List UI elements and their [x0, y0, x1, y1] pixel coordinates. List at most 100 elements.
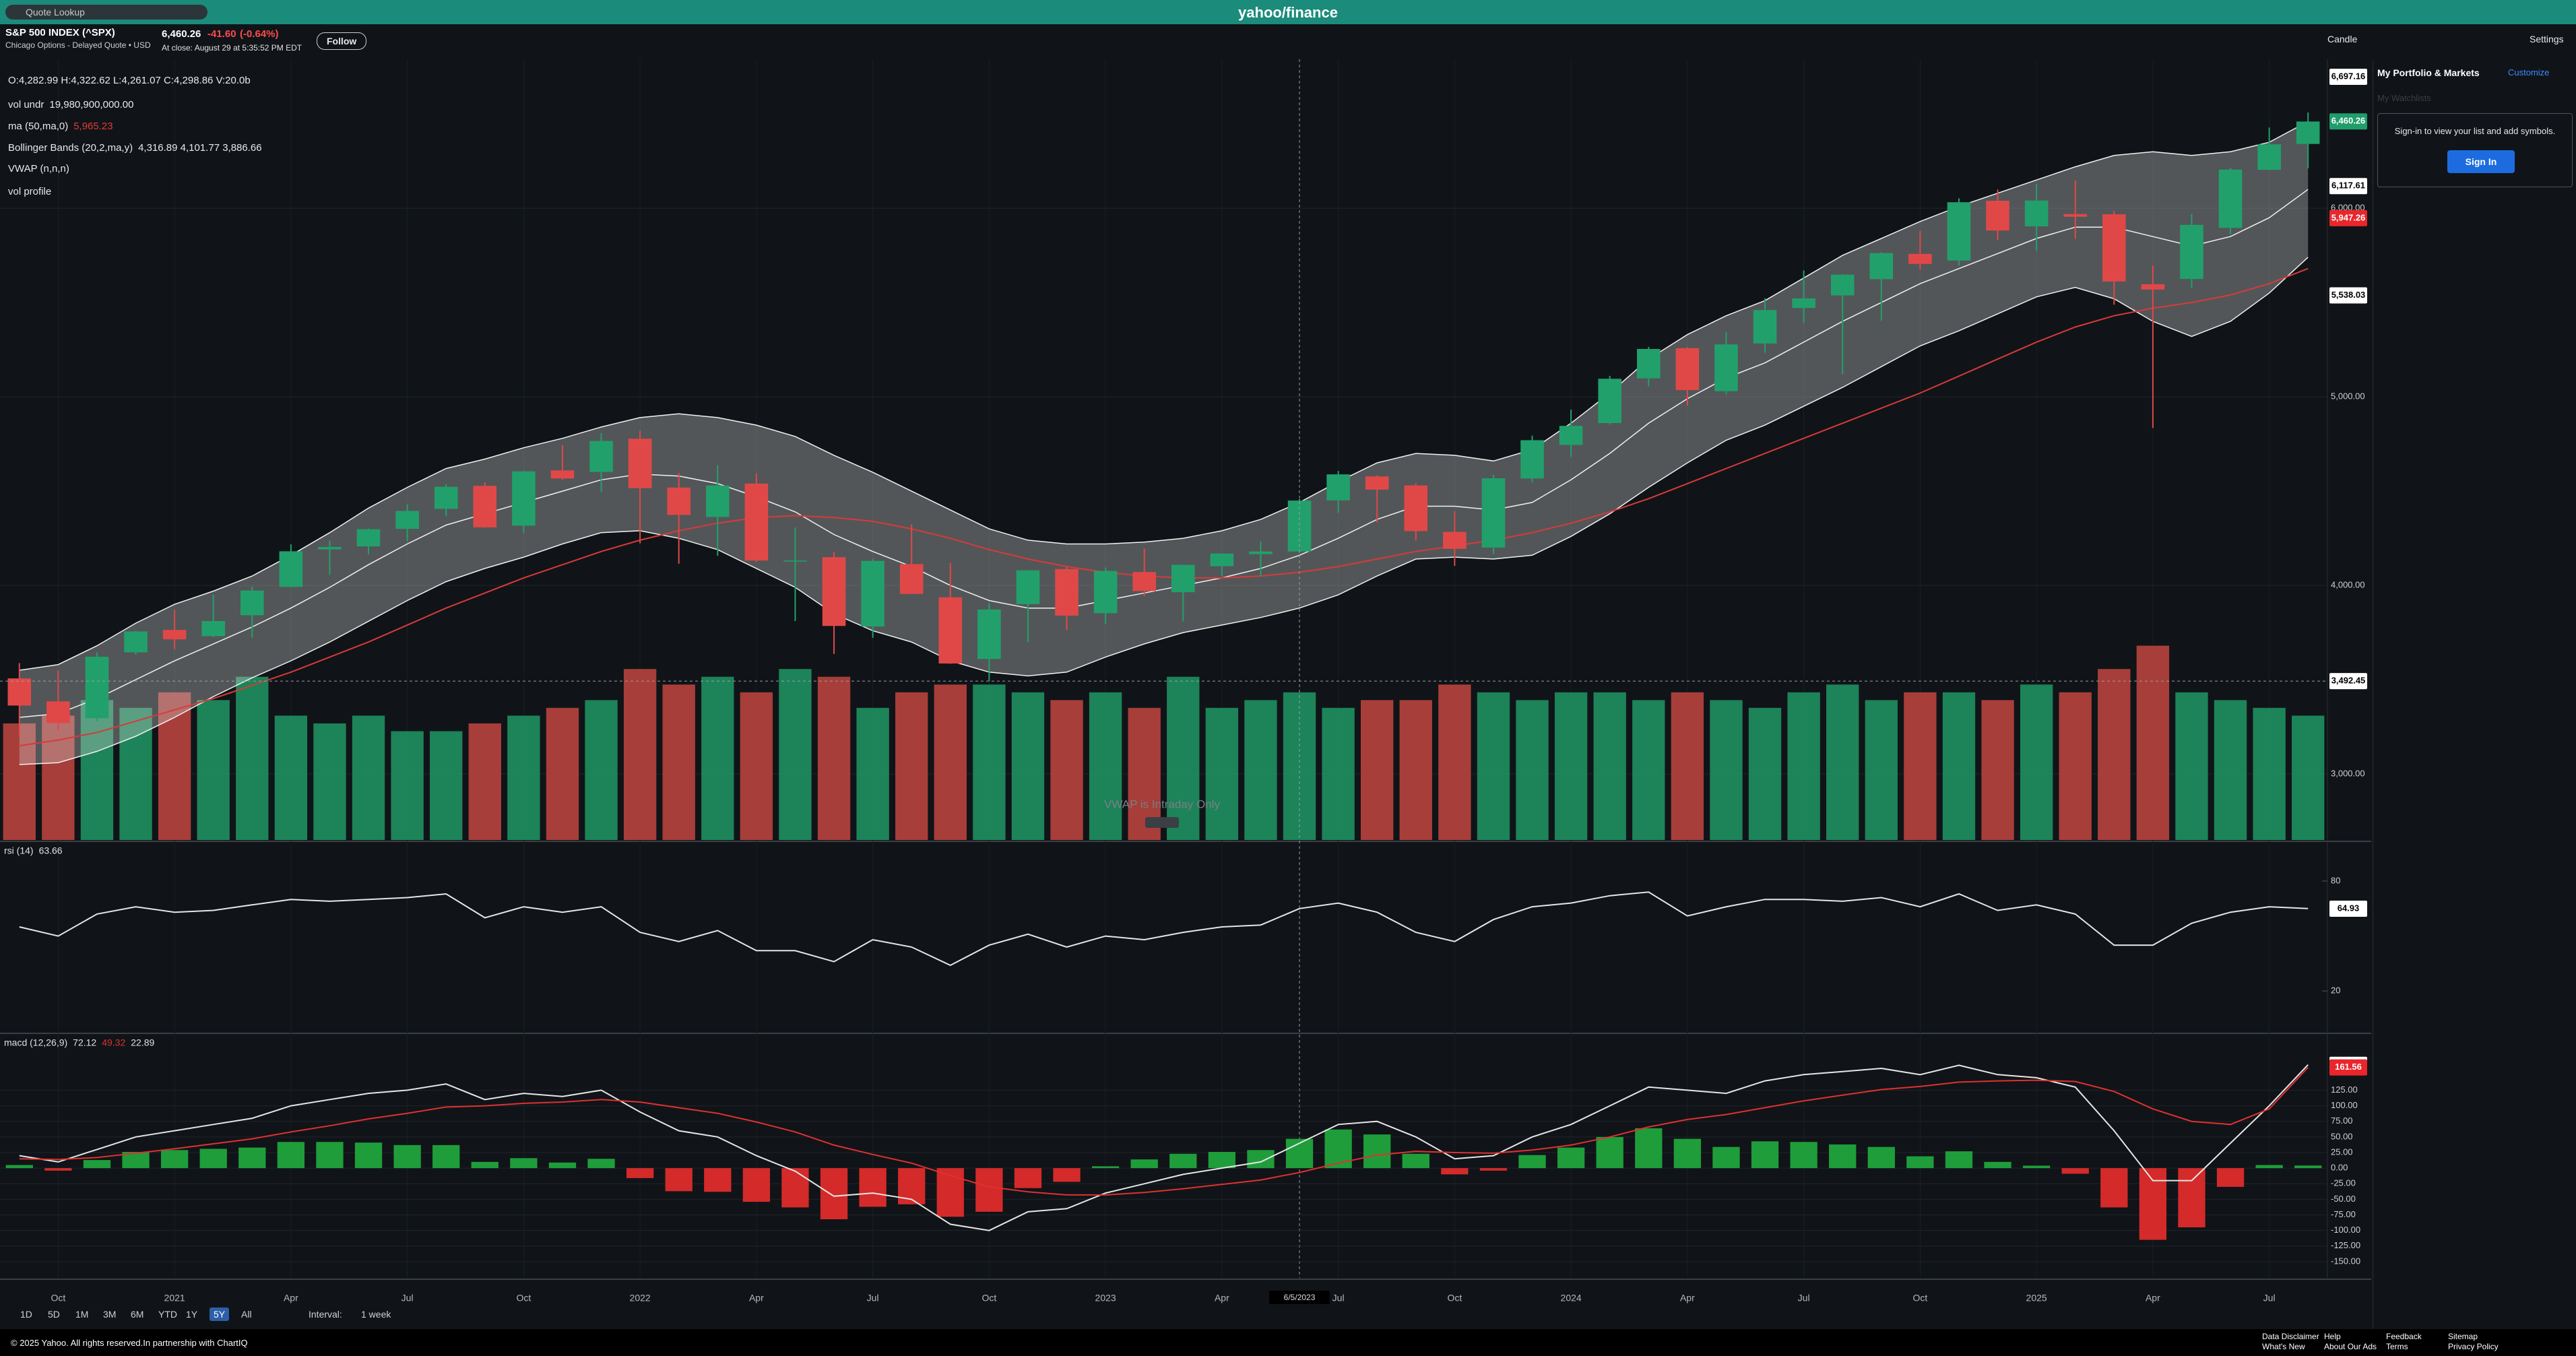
volume-bar [1942, 692, 1976, 840]
y-tick-label: 5,000.00 [2331, 391, 2365, 401]
range-button[interactable]: 1D [20, 1309, 32, 1320]
range-button[interactable]: 3M [103, 1309, 117, 1320]
macd-histogram-bar [471, 1161, 498, 1169]
x-tick-label: Jul [401, 1293, 414, 1303]
macd-histogram-bar [1247, 1150, 1275, 1169]
volume-bar [1477, 692, 1510, 840]
macd-histogram-bar [1906, 1156, 1934, 1169]
panel-readout: 63.66 [39, 845, 63, 856]
macd-histogram-bar [781, 1168, 809, 1208]
candle-body [977, 609, 1001, 659]
candle-body [395, 511, 419, 529]
volume-bar [1671, 692, 1704, 840]
candle-body [46, 701, 70, 723]
candle-body [783, 560, 807, 562]
sign-in-button[interactable]: Sign In [2447, 150, 2515, 173]
footer-link[interactable]: Sitemap [2448, 1332, 2478, 1341]
chart-type[interactable]: Candle [2327, 34, 2358, 44]
macd-histogram-bar [510, 1158, 538, 1169]
range-button[interactable]: 1M [75, 1309, 89, 1320]
candle-body [1326, 474, 1350, 501]
customize-link[interactable]: Customize [2508, 67, 2550, 77]
volume-bar [1865, 700, 1898, 840]
legend-name: Bollinger Bands (20,2,ma,y) [8, 142, 133, 154]
range-button[interactable]: 5Y [210, 1307, 230, 1321]
sign-in-message: Sign-in to view your list and add symbol… [2394, 126, 2556, 136]
candle-body [7, 678, 32, 706]
candle-body [1055, 569, 1078, 616]
range-button[interactable]: All [241, 1309, 252, 1320]
legend-name: ma (50,ma,0) [8, 121, 68, 132]
candle-body [706, 485, 730, 517]
macd-histogram-bar [2100, 1168, 2128, 1208]
candle-body [1404, 485, 1428, 531]
macd-histogram-bar [1402, 1153, 1429, 1169]
candle-body [240, 590, 264, 616]
price-marker-label: 5,538.03 [2331, 290, 2366, 300]
candle-body [550, 470, 575, 479]
macd-histogram-bar [1635, 1128, 1663, 1169]
price-marker-label: 161.56 [2335, 1062, 2362, 1072]
footer: © 2025 Yahoo. All rights reserved.In par… [0, 1329, 2576, 1356]
macd-histogram-bar [859, 1168, 887, 1207]
quote-subtitle: Chicago Options - Delayed Quote • USD [5, 40, 151, 50]
footer-link[interactable]: Feedback [2386, 1332, 2422, 1341]
range-button[interactable]: 5D [48, 1309, 60, 1320]
price-marker [2329, 1059, 2367, 1076]
interval-select[interactable]: 1 week [361, 1309, 391, 1320]
volume-bar [2214, 700, 2247, 840]
footer-link[interactable]: Terms [2386, 1342, 2408, 1351]
y-tick-label: 4,000.00 [2331, 580, 2365, 590]
x-tick-label: Apr [749, 1293, 764, 1303]
range-button[interactable]: 6M [131, 1309, 144, 1320]
candle-body [1132, 572, 1156, 591]
panel-readout: 22.89 [131, 1037, 154, 1048]
footer-link[interactable]: Privacy Policy [2448, 1342, 2499, 1351]
macd-histogram-bar [1014, 1168, 1042, 1188]
volume-bar [2292, 715, 2325, 840]
y-tick-label: 75.00 [2331, 1116, 2353, 1126]
sign-in-box: Sign-in to view your list and add symbol… [2377, 113, 2573, 187]
watchlists: My Watchlists [2377, 93, 2431, 103]
volume-bar [468, 723, 501, 840]
follow-button[interactable]: Follow [317, 32, 367, 50]
footer-link[interactable]: Help [2324, 1332, 2341, 1341]
footer-link[interactable]: Data Disclaimer [2262, 1332, 2319, 1341]
macd-histogram-bar [432, 1144, 460, 1169]
footer-link[interactable]: About Our Ads [2324, 1342, 2377, 1351]
volume-bar [1710, 700, 1743, 840]
volume-bar [1361, 700, 1394, 840]
macd-histogram-bar [1673, 1138, 1702, 1169]
candle-body [1869, 253, 1894, 280]
panel-readout: macd (12,26,9) [4, 1037, 67, 1048]
candle-body [1908, 253, 1932, 264]
range-controls: 1D 5D 1M 3M 6M YTD 1Y 5Y All Interval: 1 week [0, 1305, 2371, 1323]
candle-body [2102, 214, 2126, 282]
candle-body [512, 471, 536, 526]
volume-bar [1904, 692, 1937, 840]
quote-lookup[interactable]: Quote Lookup [5, 5, 207, 20]
vwap-toggle[interactable] [1145, 817, 1179, 828]
logo[interactable]: yahoo/finance [1238, 4, 1338, 21]
candle-body [1443, 531, 1467, 549]
range-button[interactable]: YTD [158, 1309, 177, 1320]
volume-bar [3, 723, 36, 840]
range-button[interactable]: 1Y [186, 1309, 198, 1320]
y-tick-label: 80 [2331, 875, 2340, 885]
volume-bar [1554, 692, 1588, 840]
macd-histogram-bar [1441, 1168, 1469, 1175]
rsi-line [19, 891, 2309, 967]
macd-histogram-bar [1324, 1129, 1352, 1169]
volume-bar [1322, 707, 1355, 840]
x-tick-label: Jul [2263, 1293, 2276, 1303]
x-tick-label: Oct [51, 1293, 65, 1303]
footer-link[interactable]: What's New [2262, 1342, 2305, 1351]
volume-bar [585, 700, 618, 840]
candle-body [1210, 553, 1234, 567]
volume-bar [546, 707, 579, 840]
settings[interactable]: Settings [2530, 34, 2564, 44]
macd-histogram-bar [665, 1168, 693, 1192]
y-tick-label: -125.00 [2331, 1240, 2360, 1250]
volume-bar [856, 707, 889, 840]
volume-bar [1205, 707, 1239, 840]
